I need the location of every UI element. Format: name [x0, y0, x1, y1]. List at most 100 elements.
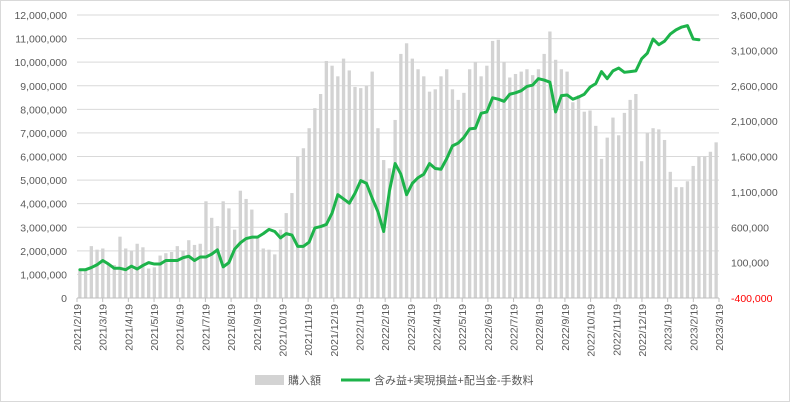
bar [548, 31, 552, 298]
bar [158, 255, 162, 298]
bar [559, 69, 564, 299]
bar [645, 132, 650, 298]
bar [255, 236, 260, 298]
x-tick-label: 2021/2/19 [72, 304, 84, 351]
bar [433, 89, 437, 298]
bar [169, 252, 174, 298]
bar [416, 69, 420, 299]
bar [341, 58, 346, 298]
bar [112, 264, 116, 298]
bar [296, 156, 300, 298]
bar [187, 240, 191, 298]
bar [662, 139, 667, 298]
bar [485, 65, 489, 298]
bar [83, 269, 88, 298]
x-tick-label: 2023/2/19 [688, 304, 700, 351]
bar [106, 263, 111, 298]
x-tick-label: 2021/3/19 [98, 304, 110, 351]
y-right-tick-label: 3,100,000 [731, 45, 778, 57]
bar [542, 53, 546, 298]
bar [439, 76, 443, 298]
y-left-tick-label: 0 [61, 293, 67, 305]
bar [215, 226, 220, 298]
bar [502, 62, 506, 298]
y-right-tick-label: -400,000 [731, 293, 773, 305]
bar [164, 253, 168, 298]
y-right-tick-label: 100,000 [731, 258, 769, 270]
bar [605, 137, 609, 298]
bar [152, 267, 157, 298]
bar [668, 171, 672, 298]
bar [708, 151, 713, 298]
bar [198, 243, 202, 298]
y-axis-left: 0 1,000,000 2,000,000 3,000,000 4,000,000 5,0… [14, 10, 67, 305]
line-series-profit [78, 24, 701, 272]
y-left-tick-label: 7,000,000 [20, 128, 67, 140]
bar [307, 128, 311, 298]
bar [513, 73, 518, 299]
x-tick-label: 2021/4/19 [123, 304, 135, 351]
y-right-tick-label: 2,100,000 [731, 116, 778, 128]
bar [496, 39, 500, 298]
bar [467, 69, 472, 299]
bar [628, 99, 632, 299]
bar [651, 128, 655, 298]
y-left-tick-label: 2,000,000 [20, 246, 67, 258]
bar [124, 248, 128, 298]
y-left-tick-label: 3,000,000 [20, 222, 67, 234]
x-tick-label: 2021/10/19 [277, 304, 289, 357]
y-right-tick-label: 1,600,000 [731, 152, 778, 164]
bar [479, 76, 483, 298]
bar [141, 247, 145, 298]
bar [404, 43, 409, 298]
y-right-tick-label: 600,000 [731, 222, 769, 234]
bar [490, 40, 495, 298]
x-tick-label: 2023/1/19 [663, 304, 675, 351]
bar [594, 125, 598, 298]
legend-swatch-bars [255, 375, 284, 385]
bar [324, 60, 329, 298]
bar [473, 62, 478, 298]
x-tick-label: 2022/6/19 [483, 304, 495, 351]
x-tick-label: 2022/4/19 [432, 304, 444, 351]
x-tick-label: 2022/3/19 [406, 304, 418, 351]
x-tick-label: 2021/8/19 [226, 304, 238, 351]
bar [267, 249, 271, 298]
bar [210, 217, 214, 298]
bar [531, 75, 535, 298]
bar [175, 246, 179, 298]
bar [273, 254, 277, 298]
bar [359, 88, 363, 298]
bar [101, 248, 105, 298]
y-left-tick-label: 9,000,000 [20, 81, 67, 93]
y-left-tick-label: 11,000,000 [15, 34, 67, 46]
bar [347, 70, 351, 298]
bar [519, 71, 523, 298]
bar [278, 229, 283, 298]
bar [192, 244, 197, 298]
bar [318, 94, 323, 298]
x-tick-label: 2021/5/19 [149, 304, 161, 351]
y-right-tick-label: 3,600,000 [731, 10, 778, 22]
bar [78, 270, 82, 298]
profit-line [78, 24, 701, 272]
x-tick-label: 2023/3/19 [714, 304, 726, 351]
bar [588, 110, 592, 298]
bar [204, 201, 208, 298]
x-tick-label: 2022/11/19 [611, 304, 623, 356]
x-tick-label: 2021/7/19 [200, 304, 212, 351]
bar [370, 71, 374, 298]
bar [422, 76, 426, 298]
y-left-tick-label: 10,000,000 [14, 57, 67, 69]
bar [364, 85, 369, 298]
bar [290, 193, 294, 298]
bar [284, 213, 288, 298]
y-left-tick-label: 1,000,000 [20, 269, 67, 281]
gridlines [77, 14, 719, 299]
bar [462, 92, 466, 298]
bar [657, 129, 661, 298]
bar [221, 201, 225, 298]
bar [261, 248, 265, 298]
